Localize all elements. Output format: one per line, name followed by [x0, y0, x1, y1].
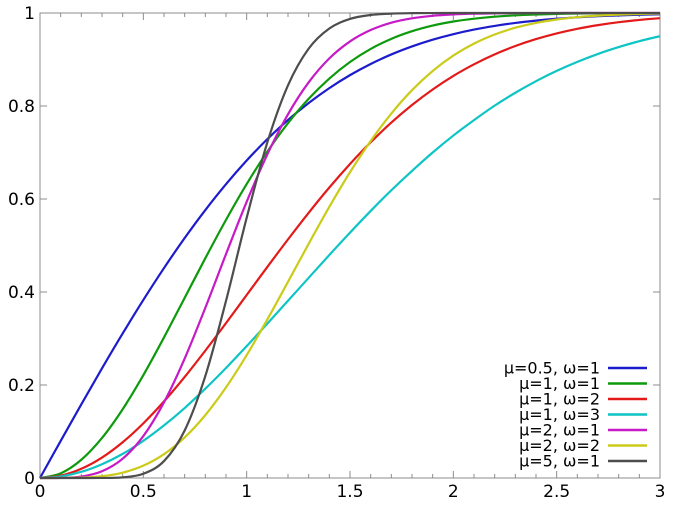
x-tick-label: 3 [655, 482, 666, 502]
legend-label: μ=5, ω=1 [519, 452, 600, 471]
legend-label: μ=1, ω=1 [519, 374, 600, 393]
y-tick-label: 1 [24, 4, 35, 24]
x-tick-label: 2.5 [543, 482, 570, 502]
y-tick-label: 0 [24, 469, 35, 489]
y-tick-label: 0.2 [8, 376, 35, 396]
curve-3-μ=1, ω=3 [39, 35, 661, 480]
y-tick-label: 0.8 [8, 97, 35, 117]
legend-label: μ=1, ω=3 [519, 405, 600, 424]
legend-label: μ=0.5, ω=1 [504, 359, 600, 378]
curve-5-μ=2, ω=2 [39, 12, 661, 480]
x-tick-label: 0 [35, 482, 46, 502]
x-tick-label: 1.5 [336, 482, 363, 502]
legend-label: μ=2, ω=1 [519, 421, 600, 440]
curve-6-μ=5, ω=1 [40, 11, 660, 480]
x-tick-label: 2 [448, 482, 459, 502]
y-tick-label: 0.6 [8, 190, 35, 210]
curve-2-μ=1, ω=2 [39, 17, 661, 480]
legend-label: μ=2, ω=2 [519, 436, 600, 455]
legend-label: μ=1, ω=2 [519, 390, 600, 409]
x-tick-label: 0.5 [130, 482, 157, 502]
y-tick-label: 0.4 [8, 283, 35, 303]
x-tick-label: 1 [241, 482, 252, 502]
